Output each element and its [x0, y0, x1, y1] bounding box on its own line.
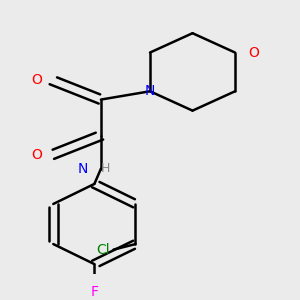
Text: H: H — [101, 162, 110, 175]
Text: O: O — [31, 73, 42, 87]
Text: O: O — [31, 148, 42, 162]
Text: F: F — [90, 285, 98, 299]
Text: Cl: Cl — [97, 243, 110, 256]
Text: N: N — [145, 84, 155, 98]
Text: N: N — [77, 162, 88, 176]
Text: O: O — [248, 46, 259, 60]
